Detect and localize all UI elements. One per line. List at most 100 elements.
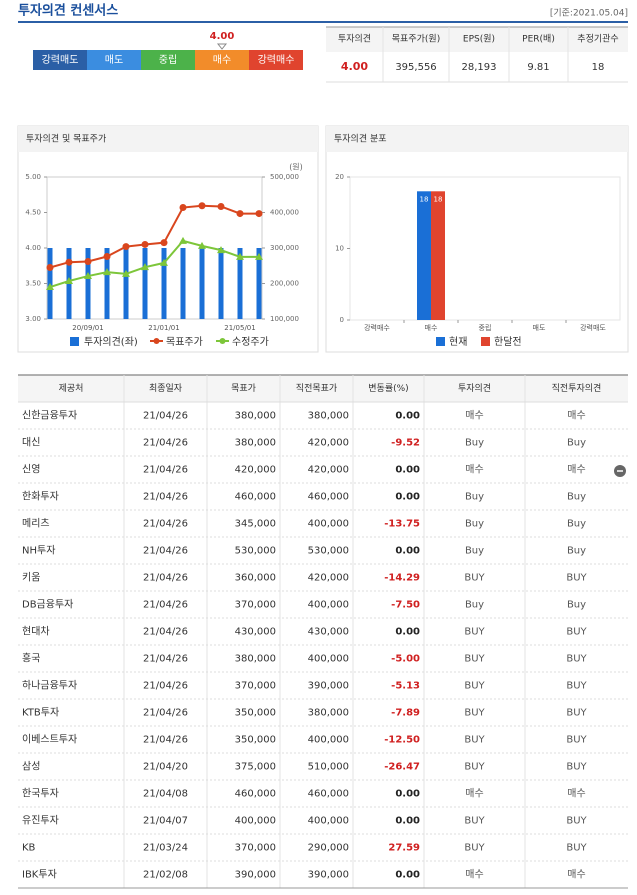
table-cell: BUY bbox=[566, 681, 587, 692]
point bbox=[141, 240, 149, 248]
x-tick-label: 20/09/01 bbox=[72, 324, 103, 332]
table-cell: 460,000 bbox=[308, 492, 349, 503]
table-cell: 370,000 bbox=[235, 681, 276, 692]
legend-swatch bbox=[153, 338, 160, 344]
bar bbox=[256, 248, 262, 319]
table-header: 최종일자 bbox=[149, 383, 183, 394]
point bbox=[255, 210, 263, 218]
x-tick-label: 중립 bbox=[479, 324, 492, 332]
summary-value: 28,193 bbox=[462, 62, 497, 73]
table-cell: 21/04/26 bbox=[143, 654, 188, 665]
rating-label: 매수 bbox=[213, 54, 231, 66]
table-cell: BUY bbox=[566, 762, 587, 773]
table-cell: BUY bbox=[566, 735, 587, 746]
x-tick-label: 강력매도 bbox=[580, 323, 606, 332]
table-cell: 290,000 bbox=[308, 843, 349, 854]
table-cell: 21/04/26 bbox=[143, 465, 188, 476]
table-cell: 한화투자 bbox=[22, 491, 59, 503]
bar bbox=[85, 248, 91, 319]
y-tick-label: 20 bbox=[335, 173, 344, 181]
y2-tick-label: 100,000 bbox=[270, 315, 299, 323]
table-header: 투자의견 bbox=[458, 382, 491, 394]
table-cell: 키움 bbox=[22, 572, 40, 584]
table-cell: 매수 bbox=[465, 464, 483, 476]
table-cell: 21/04/26 bbox=[143, 627, 188, 638]
table-cell: Buy bbox=[567, 438, 586, 449]
table-cell: 380,000 bbox=[308, 411, 349, 422]
bar bbox=[431, 191, 445, 320]
table-cell: 21/04/26 bbox=[143, 600, 188, 611]
table-cell: 21/04/20 bbox=[143, 762, 188, 773]
table-cell: KTB투자 bbox=[22, 707, 59, 719]
rating-label: 강력매도 bbox=[42, 54, 79, 66]
table-cell: -7.89 bbox=[391, 708, 420, 719]
point bbox=[46, 283, 54, 291]
table-cell: BUY bbox=[566, 654, 587, 665]
summary-value: 18 bbox=[592, 62, 605, 73]
table-cell: 0.00 bbox=[395, 870, 420, 881]
point bbox=[46, 264, 54, 272]
legend-swatch bbox=[219, 338, 226, 344]
x-tick-label: 21/05/01 bbox=[224, 324, 255, 332]
y-tick-label: 5.00 bbox=[25, 173, 41, 181]
y2-tick-label: 500,000 bbox=[270, 173, 299, 181]
rating-segment bbox=[33, 50, 87, 70]
legend-label: 현재 bbox=[449, 336, 467, 348]
point bbox=[236, 252, 244, 260]
table-cell: 345,000 bbox=[235, 519, 276, 530]
table-cell: 21/04/26 bbox=[143, 492, 188, 503]
table-cell: BUY bbox=[464, 762, 485, 773]
table-cell: 21/04/26 bbox=[143, 735, 188, 746]
table-cell: 메리츠 bbox=[22, 518, 50, 530]
table-cell: 380,000 bbox=[235, 654, 276, 665]
table-cell: 375,000 bbox=[235, 762, 276, 773]
point bbox=[103, 268, 111, 276]
line bbox=[49, 239, 259, 289]
table-cell: 390,000 bbox=[235, 870, 276, 881]
table-cell: 21/04/26 bbox=[143, 708, 188, 719]
table-cell: 신영 bbox=[22, 464, 40, 476]
summary-value: 9.81 bbox=[527, 62, 549, 73]
table-cell: Buy bbox=[465, 546, 484, 557]
point bbox=[179, 236, 187, 244]
table-cell: 360,000 bbox=[235, 573, 276, 584]
panel-head bbox=[326, 126, 628, 152]
bar bbox=[417, 191, 431, 320]
table-cell: 400,000 bbox=[308, 519, 349, 530]
y2-tick-label: 200,000 bbox=[270, 280, 299, 288]
point bbox=[255, 252, 263, 260]
table-cell: 21/04/26 bbox=[143, 438, 188, 449]
table-cell: 390,000 bbox=[308, 681, 349, 692]
point bbox=[103, 253, 111, 261]
table-cell: 460,000 bbox=[235, 789, 276, 800]
table-cell: -26.47 bbox=[384, 762, 420, 773]
bar bbox=[104, 248, 110, 319]
rating-segment bbox=[249, 50, 303, 70]
table-cell: 21/02/08 bbox=[143, 870, 188, 881]
table-cell: Buy bbox=[567, 546, 586, 557]
legend-label: 목표주가 bbox=[166, 336, 203, 348]
bar bbox=[180, 248, 186, 319]
legend-label: 투자의견(좌) bbox=[84, 336, 138, 348]
table-cell: 430,000 bbox=[308, 627, 349, 638]
summary-value: 395,556 bbox=[395, 62, 436, 73]
summary-header: PER(배) bbox=[522, 34, 555, 45]
summary-header: 목표주가(원) bbox=[392, 34, 440, 45]
table-cell: 21/04/26 bbox=[143, 411, 188, 422]
summary-value: 4.00 bbox=[341, 60, 368, 73]
table-cell: BUY bbox=[566, 627, 587, 638]
point bbox=[122, 243, 130, 251]
bar bbox=[123, 248, 129, 319]
score-label: 4.00 bbox=[210, 31, 235, 42]
summary-head bbox=[326, 27, 628, 52]
bar bbox=[199, 248, 205, 319]
table-cell: 매수 bbox=[465, 410, 483, 422]
table-cell: 350,000 bbox=[235, 735, 276, 746]
line bbox=[49, 204, 259, 269]
table-cell: Buy bbox=[567, 600, 586, 611]
y-tick-label: 3.50 bbox=[25, 280, 41, 288]
table-cell: 530,000 bbox=[308, 546, 349, 557]
y2-tick-label: 400,000 bbox=[270, 209, 299, 217]
y-tick-label: 10 bbox=[335, 245, 344, 253]
